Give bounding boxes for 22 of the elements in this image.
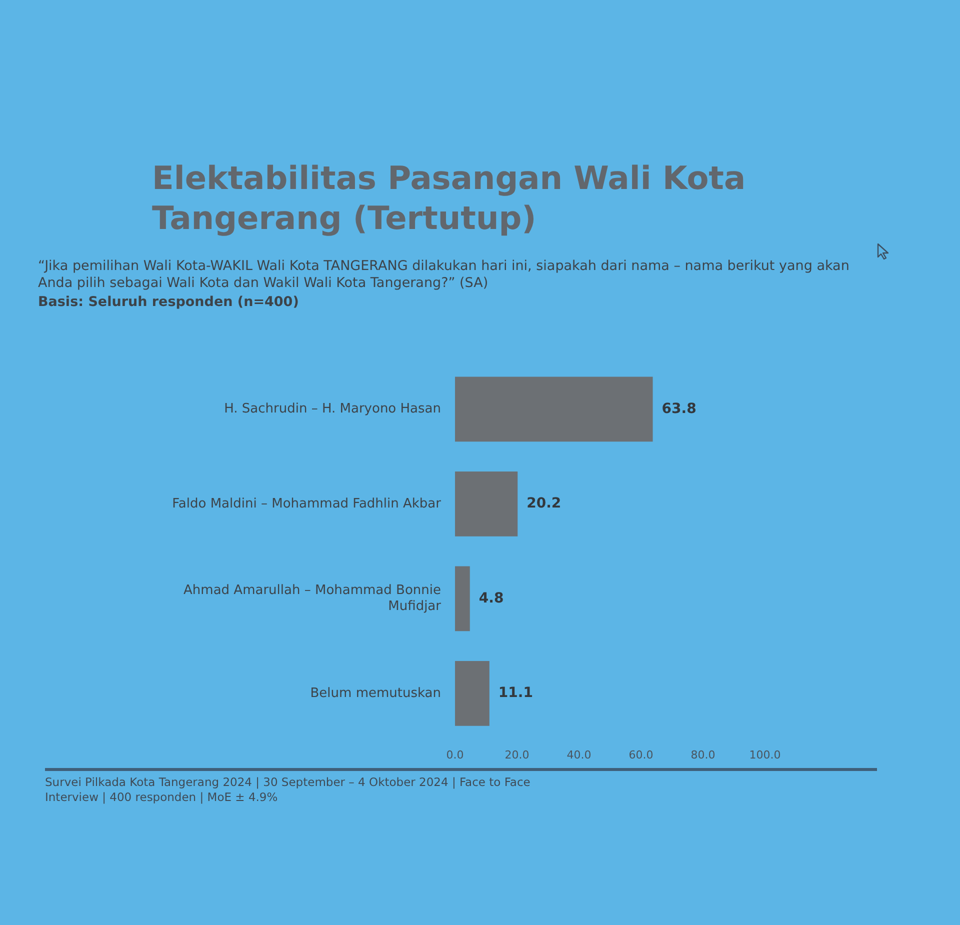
chart-subtitle: “Jika pemilihan Wali Kota-WAKIL Wali Kota TANGERANG dilakukan hari ini, siapakah dari nama – nama berikut yang akan Anda pilih sebagai Wali Kota dan Wakil Wali Kota Tangerang?” (SA): [38, 258, 850, 292]
data-label: 20.2: [526, 496, 562, 512]
x-tick-label: 20.0: [504, 748, 530, 762]
bar: [455, 566, 470, 632]
data-label: 63.8: [662, 400, 696, 417]
bar: [455, 661, 490, 726]
bar: [455, 472, 518, 536]
y-tick-label: H. Sachrudin – H. Maryono Hasan: [224, 402, 441, 417]
y-tick-label: Faldo Maldini – Mohammad Fadhlin Akbar: [172, 496, 442, 512]
text: Survei Pilkada Kota Tangerang 2024 | 30 September – 4 Oktober 2024 | Face to Face Interview | 400 responden | MoE ± 4.9%: [45, 775, 532, 805]
data-label: 4.8: [478, 590, 504, 606]
y-tick-label: Ahmad Amarullah – Mohammad Bonnie Mufidjar: [184, 583, 442, 614]
x-tick-label: 100.0: [749, 748, 781, 762]
x-tick-label: 40.0: [566, 748, 592, 762]
x-tick-label: 80.0: [690, 748, 716, 762]
chart-title: Elektabilitas Pasangan Wali Kota Tangerang (Tertutup): [152, 158, 747, 238]
x-tick-label: 60.0: [628, 748, 654, 762]
y-tick-label: Belum memutuskan: [310, 686, 441, 701]
bar: [455, 376, 653, 442]
text: Basis: Seluruh responden (n=400): [38, 294, 299, 310]
data-label: 11.1: [498, 685, 533, 702]
x-tick-label: 0.0: [446, 748, 464, 762]
